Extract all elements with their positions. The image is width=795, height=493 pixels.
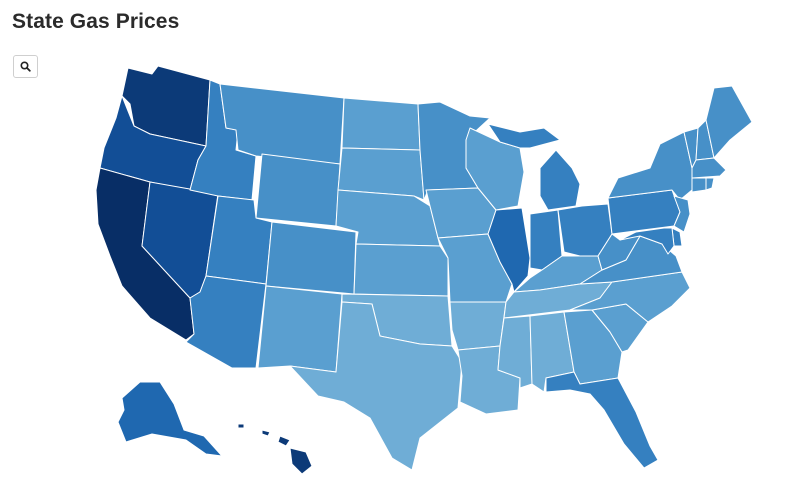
state-sd[interactable] — [337, 147, 425, 201]
state-nc[interactable] — [569, 271, 691, 323]
state-ct[interactable] — [691, 177, 707, 193]
state-mi[interactable] — [487, 123, 581, 211]
state-tx[interactable] — [289, 301, 463, 471]
state-hi[interactable] — [237, 423, 313, 475]
state-nd[interactable] — [341, 97, 421, 151]
state-md[interactable] — [619, 227, 675, 255]
state-co[interactable] — [265, 221, 357, 295]
state-ri[interactable] — [705, 177, 715, 191]
state-wy[interactable] — [255, 153, 341, 227]
state-az[interactable] — [185, 275, 267, 369]
search-button[interactable] — [13, 55, 38, 78]
state-ar[interactable] — [449, 301, 507, 351]
state-ny[interactable] — [607, 131, 693, 201]
state-ks[interactable] — [353, 243, 449, 297]
state-nj[interactable] — [673, 195, 691, 233]
state-fl[interactable] — [545, 371, 659, 469]
page-title: State Gas Prices — [12, 10, 180, 33]
state-nm[interactable] — [257, 285, 343, 373]
search-icon — [20, 61, 31, 72]
state-ma[interactable] — [691, 157, 727, 179]
state-me[interactable] — [705, 85, 753, 159]
state-ak[interactable] — [117, 381, 223, 457]
state-shapes — [95, 65, 753, 475]
